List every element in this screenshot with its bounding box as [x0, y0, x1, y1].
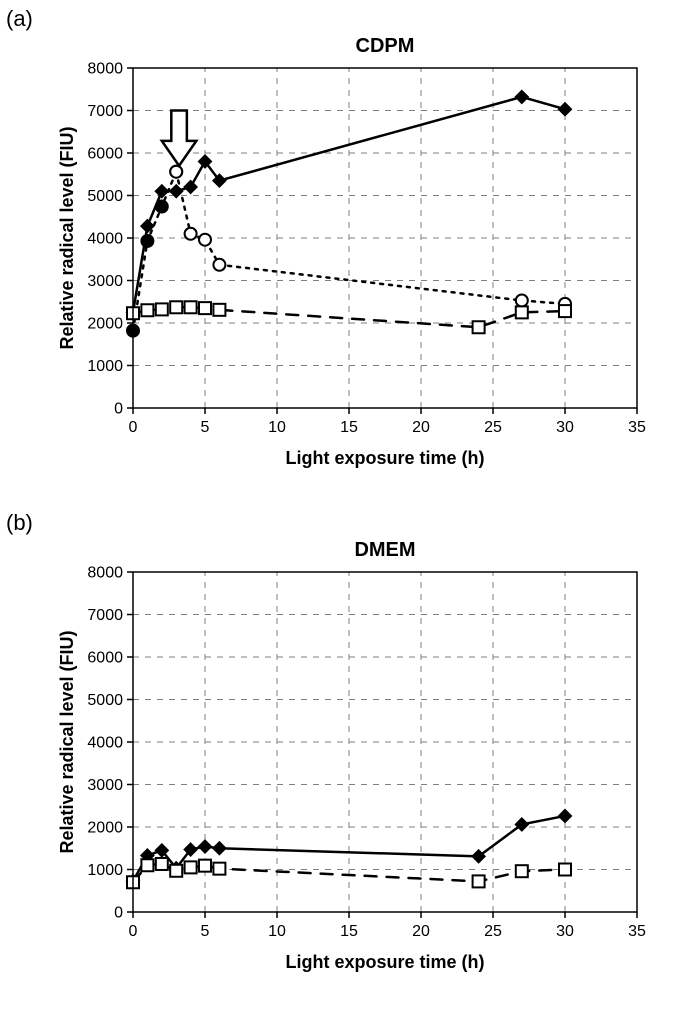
series-marker-dashed-open-square: [473, 321, 485, 333]
y-axis-label: Relative radical level (FIU): [57, 126, 77, 349]
ytick-label: 3000: [87, 273, 123, 290]
xtick-label: 20: [412, 419, 430, 436]
ytick-label: 7000: [87, 607, 123, 624]
series-marker-dotted-second-open-circle: [185, 228, 197, 240]
series-marker-dashed-open-square: [170, 301, 182, 313]
series-marker-dashed-open-square: [213, 304, 225, 316]
chart-title: CDPM: [356, 35, 415, 57]
series-marker-dotted-second-open-circle: [516, 294, 528, 306]
series-marker-solid-filled-diamond: [559, 810, 571, 822]
chart-b: 0 5 10 15 20 25 30 35 0 1000 2000 3000 4000 5000 6000 7…: [55, 532, 655, 982]
series-marker-solid-filled-diamond: [199, 841, 211, 853]
series-marker-dotted-second-open-circle: [199, 234, 211, 246]
xtick-label: 15: [340, 923, 358, 940]
series-marker-dashed-open-square: [213, 863, 225, 875]
series-marker-solid-filled-diamond: [516, 91, 528, 103]
ytick-label: 7000: [87, 103, 123, 120]
y-axis-label: Relative radical level (FIU): [57, 630, 77, 853]
series-marker-solid-filled-diamond: [185, 181, 197, 193]
ytick-label: 4000: [87, 231, 123, 248]
panel-a-label: (a): [6, 6, 33, 32]
chart-a: 0 5 10 15 20 25 30 35 0 1000 2000 3000 4000 5000 6000 7…: [55, 28, 655, 478]
ytick-label: 1000: [87, 862, 123, 879]
series-marker-dashed-open-square: [199, 302, 211, 314]
xtick-label: 20: [412, 923, 430, 940]
chart-title: DMEM: [354, 539, 415, 561]
ytick-label: 2000: [87, 820, 123, 837]
xtick-label: 10: [268, 923, 286, 940]
series-marker-dashed-open-square: [559, 864, 571, 876]
ytick-label: 8000: [87, 565, 123, 582]
xtick-label: 35: [628, 419, 646, 436]
ytick-label: 2000: [87, 316, 123, 333]
series-marker-dashed-open-square: [199, 860, 211, 872]
xtick-label: 35: [628, 923, 646, 940]
figure-page: { "global": { "page_width": 673, "page_h…: [0, 0, 673, 1018]
xtick-label: 15: [340, 419, 358, 436]
x-axis-label: Light exposure time (h): [285, 448, 484, 468]
chart-a-wrap: 0 5 10 15 20 25 30 35 0 1000 2000 3000 4000 5000 6000 7…: [55, 28, 655, 478]
series-marker-solid-filled-diamond: [213, 842, 225, 854]
xtick-label: 25: [484, 419, 502, 436]
arrow-annotation-icon: [162, 111, 197, 166]
series-marker-solid-filled-diamond: [559, 103, 571, 115]
ytick-label: 4000: [87, 735, 123, 752]
xtick-label: 0: [129, 923, 138, 940]
chart-b-wrap: 0 5 10 15 20 25 30 35 0 1000 2000 3000 4000 5000 6000 7…: [55, 532, 655, 982]
ytick-label: 6000: [87, 650, 123, 667]
series-marker-dotted-first-filled-circle: [156, 201, 168, 213]
series-marker-dashed-open-square: [141, 859, 153, 871]
xtick-label: 30: [556, 923, 574, 940]
ytick-label: 0: [114, 401, 123, 418]
series-marker-dashed-open-square: [185, 301, 197, 313]
xtick-label: 5: [201, 419, 210, 436]
series-marker-dashed-open-square: [516, 306, 528, 318]
series-marker-dashed-open-square: [170, 865, 182, 877]
ytick-label: 8000: [87, 61, 123, 78]
x-axis-label: Light exposure time (h): [285, 952, 484, 972]
series-marker-dotted-first-filled-circle: [141, 235, 153, 247]
xtick-label: 5: [201, 923, 210, 940]
xtick-label: 0: [129, 419, 138, 436]
series-marker-dashed-open-square: [141, 304, 153, 316]
series-marker-dotted-second-open-circle: [170, 166, 182, 178]
xtick-label: 25: [484, 923, 502, 940]
xtick-label: 10: [268, 419, 286, 436]
ytick-label: 5000: [87, 692, 123, 709]
series-marker-dashed-open-square: [559, 305, 571, 317]
ytick-label: 6000: [87, 146, 123, 163]
series-marker-dashed-open-square: [185, 861, 197, 873]
series-marker-dashed-open-square: [156, 303, 168, 315]
ytick-label: 0: [114, 905, 123, 922]
ytick-label: 5000: [87, 188, 123, 205]
xtick-label: 30: [556, 419, 574, 436]
series-marker-dashed-open-square: [156, 858, 168, 870]
series-marker-dotted-second-open-circle: [213, 259, 225, 271]
series-marker-dashed-open-square: [473, 875, 485, 887]
ytick-label: 1000: [87, 358, 123, 375]
series-marker-dashed-open-square: [516, 865, 528, 877]
panel-b-label: (b): [6, 510, 33, 536]
ytick-label: 3000: [87, 777, 123, 794]
